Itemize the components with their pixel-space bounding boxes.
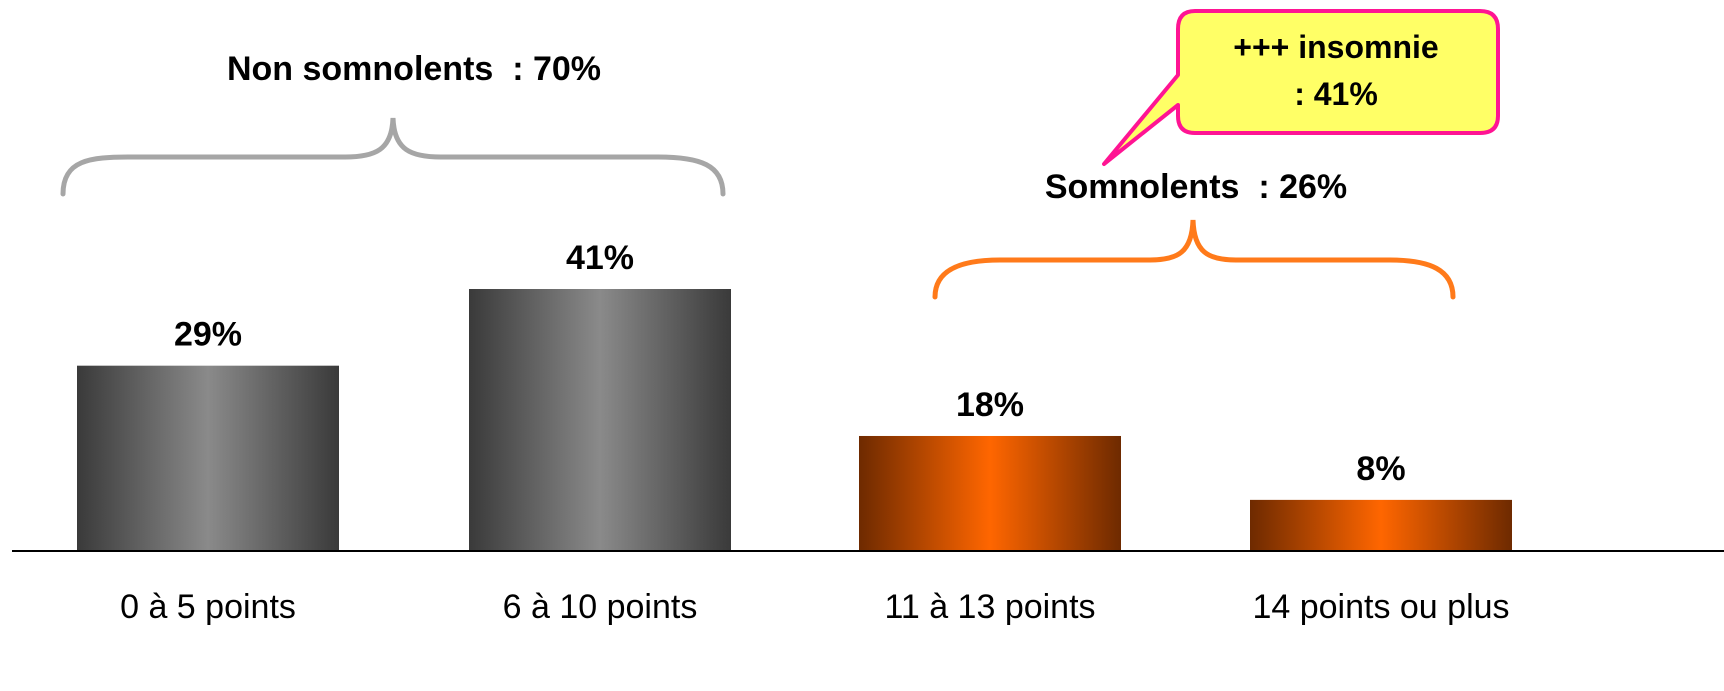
bar-11-13-points xyxy=(859,435,1121,551)
value-label-6-10-points: 41% xyxy=(566,239,634,277)
group-label-non-somnolents: Non somnolents : 70% xyxy=(227,50,601,88)
value-label-0-5-points: 29% xyxy=(174,316,242,354)
tick-label-14-points-ou-plus: 14 points ou plus xyxy=(1252,588,1509,626)
tick-label-11-13-points: 11 à 13 points xyxy=(884,588,1095,626)
group-label-somnolents: Somnolents : 26% xyxy=(1045,168,1347,206)
tick-label-0-5-points: 0 à 5 points xyxy=(120,588,296,626)
labels: 29% 0 à 5 points 41% 6 à 10 points 18% 11 à 1… xyxy=(120,239,1509,626)
bar-0-5-points xyxy=(77,365,339,551)
callout-line-2: : 41% xyxy=(1294,76,1378,112)
bars xyxy=(77,289,1512,551)
brace-somnolents xyxy=(932,219,1456,300)
bar-14-points-ou-plus xyxy=(1250,499,1512,551)
callout-bubble xyxy=(1102,9,1500,166)
value-label-14-points-ou-plus: 8% xyxy=(1356,450,1405,488)
value-label-11-13-points: 18% xyxy=(956,386,1024,424)
tick-label-6-10-points: 6 à 10 points xyxy=(503,588,698,626)
bar-6-10-points xyxy=(469,289,731,551)
callout-line-1: +++ insomnie xyxy=(1233,29,1438,65)
brace-non-somnolents xyxy=(60,117,726,197)
insomnie-callout: +++ insomnie : 41% xyxy=(1102,9,1500,166)
